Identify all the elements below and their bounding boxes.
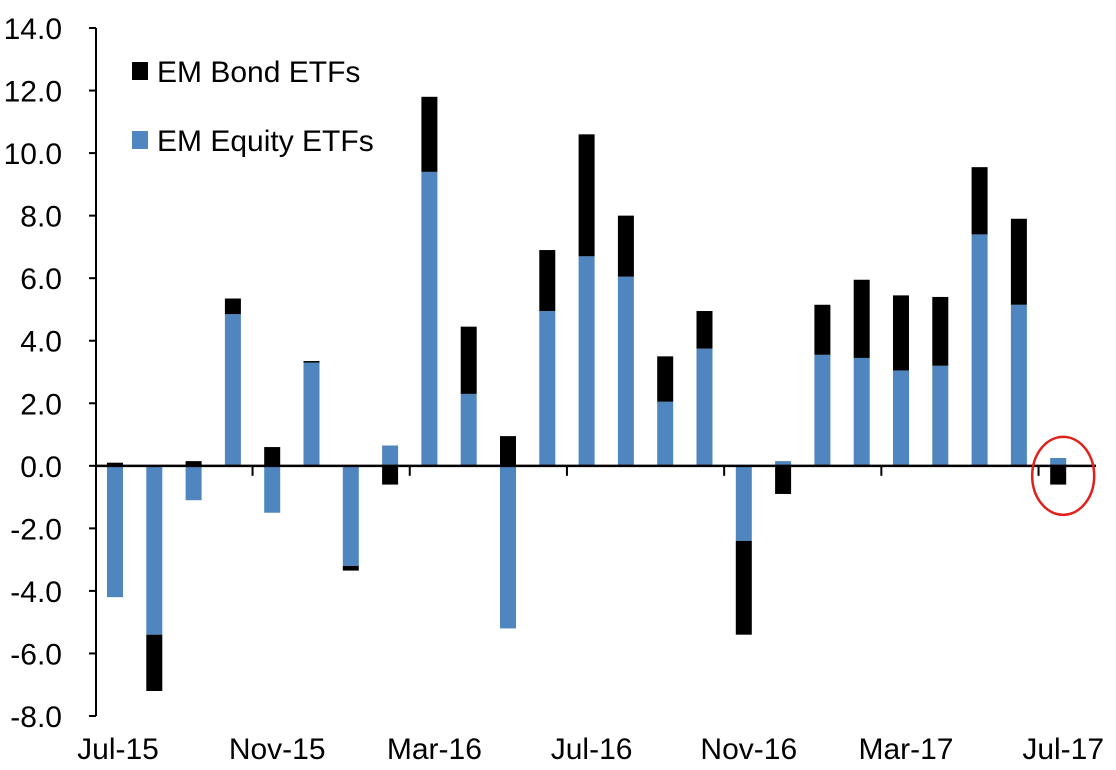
y-tick-label: 10.0 [4,138,62,171]
bar-em-bond-Jun-16 [539,250,556,312]
bar-em-bond-May-17 [971,167,988,235]
bar-em-bond-Apr-17 [932,296,949,366]
bar-em-equity-Apr-16 [460,393,477,466]
bar-em-bond-Sep-16 [657,356,674,402]
y-tick-label: 0.0 [20,451,62,484]
bar-em-bond-Dec-15 [303,361,320,363]
bar-em-bond-May-16 [499,436,516,466]
bar-em-bond-Aug-15 [146,634,163,691]
legend-label-em-equity: EM Equity ETFs [157,125,374,158]
bar-em-equity-May-17 [971,234,988,466]
legend: EM Bond ETFs EM Equity ETFs [132,56,374,158]
bar-em-equity-Nov-16 [735,465,752,541]
bar-em-equity-Jan-16 [342,465,359,566]
bar-em-equity-Oct-16 [696,348,713,466]
bar-em-equity-Oct-15 [224,314,241,466]
bar-em-equity-Sep-16 [657,401,674,466]
bar-em-bond-Feb-16 [382,465,399,485]
y-tick-label: 4.0 [20,326,62,359]
y-tick-label: -2.0 [10,513,62,546]
bar-em-bond-Nov-15 [264,447,281,466]
bar-em-equity-Jul-15 [107,465,123,598]
x-tick-labels: Jul-15 Nov-15 Mar-16 Jul-16 Nov-16 Mar-17 Jul-… [77,733,1104,766]
x-tick-label: Jul-15 [77,733,159,766]
bar-em-equity-Nov-15 [264,465,281,513]
bar-em-bond-Aug-16 [617,215,634,277]
bar-em-bond-Jul-15 [107,462,123,466]
bar-em-equity-Jul-17 [1050,458,1067,466]
y-tick-label: 6.0 [20,263,62,296]
bar-em-bond-Sep-15 [185,461,202,466]
x-tick-label: Nov-15 [229,733,326,766]
y-tick-label: -6.0 [10,638,62,671]
x-tick-label: Jul-17 [1022,733,1104,766]
x-tick-label: Jul-16 [551,733,633,766]
legend-swatch-em-equity [132,131,148,149]
bars-layer [107,96,1067,691]
bar-em-bond-Dec-16 [775,465,792,494]
bar-em-equity-Dec-15 [303,362,320,466]
y-tick-label: 12.0 [4,76,62,109]
bar-em-equity-Jun-17 [1010,304,1027,466]
axes-layer [89,27,1096,717]
legend-label-em-bond: EM Bond ETFs [157,56,360,89]
legend-swatch-em-bond [132,62,148,80]
annotation-circle [1030,435,1096,517]
x-tick-label: Mar-17 [858,733,953,766]
y-tick-label: 2.0 [20,388,62,421]
bar-em-equity-May-16 [499,465,516,629]
bar-em-bond-Mar-16 [421,96,438,172]
bar-em-bond-Mar-17 [892,295,909,371]
y-tick-labels: 14.0 12.0 10.0 8.0 6.0 4.0 2.0 0.0 -2.0 -4.0 -6.0 -… [4,13,62,734]
y-tick-label: -4.0 [10,576,62,609]
bar-em-equity-Sep-15 [185,465,202,501]
bar-em-equity-Jul-16 [578,256,595,466]
x-tick-label: Mar-16 [387,733,482,766]
bar-em-equity-Mar-17 [892,370,909,466]
bar-em-equity-Apr-17 [932,365,949,466]
bar-em-equity-Dec-16 [775,461,792,466]
bar-em-bond-Feb-17 [853,279,870,358]
bar-em-bond-Jul-16 [578,134,595,257]
bar-em-equity-Feb-16 [382,445,399,466]
bar-em-bond-Apr-16 [460,326,477,394]
bar-em-bond-Jan-17 [814,304,831,355]
bar-em-equity-Aug-15 [146,465,163,635]
y-tick-label: -8.0 [10,701,62,734]
bar-em-equity-Aug-16 [617,276,634,466]
y-tick-label: 8.0 [20,201,62,234]
bar-em-bond-Oct-16 [696,311,713,349]
bar-em-equity-Jun-16 [539,311,556,466]
x-tick-label: Nov-16 [700,733,797,766]
bar-em-bond-Oct-15 [224,298,241,315]
bar-em-equity-Jan-17 [814,354,831,466]
bar-em-bond-Jul-17 [1050,465,1067,485]
bar-em-bond-Jun-17 [1010,218,1027,305]
y-tick-label: 14.0 [4,13,62,46]
bar-em-bond-Nov-16 [735,540,752,635]
bar-em-equity-Mar-16 [421,171,438,466]
bar-em-equity-Feb-17 [853,357,870,466]
bar-em-bond-Jan-16 [342,565,359,571]
annotation-layer [1030,435,1096,517]
